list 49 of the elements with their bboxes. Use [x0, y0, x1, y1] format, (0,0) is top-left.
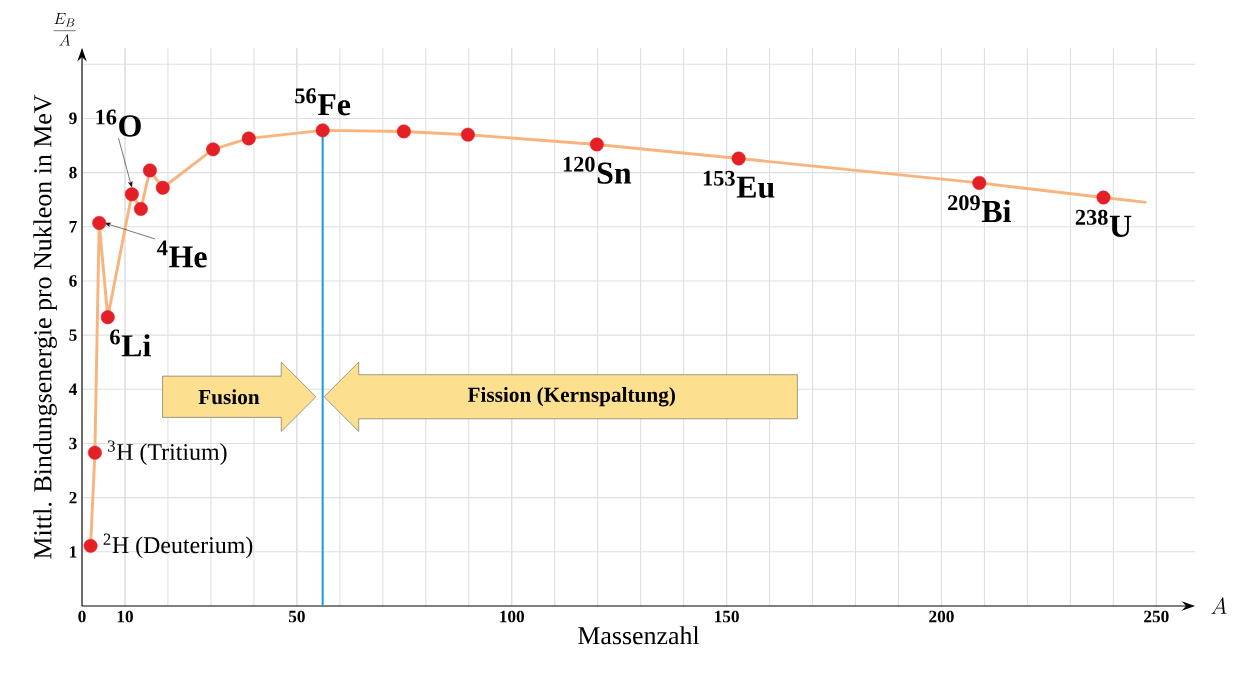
x-tick-label: 10	[117, 610, 133, 623]
x-tick-label: 0	[78, 610, 86, 623]
y-tick-label: 4	[68, 383, 77, 395]
text: $\frac{E_B}{A}$	[53, 13, 76, 46]
y-tick-label: 5	[69, 329, 77, 341]
annotation: Fusion	[198, 389, 260, 405]
point	[142, 163, 157, 178]
point	[92, 216, 107, 230]
annotation: $^{6}$Li	[110, 329, 151, 357]
point	[155, 180, 170, 195]
point	[87, 445, 102, 460]
point	[133, 201, 148, 216]
y-tick-label: 1	[70, 546, 77, 558]
y-tick-label: 6	[69, 275, 77, 287]
annotation: $^{2}$H (Deuterium)	[103, 533, 253, 559]
point	[1096, 190, 1111, 205]
point	[206, 142, 220, 157]
y-axis-title: Mittl. Bindungsenergie pro Nukleon in MeV	[33, 94, 57, 559]
x-axis-title: Massenzahl	[578, 626, 700, 645]
point	[460, 127, 475, 142]
x-tick-label: 50	[288, 610, 305, 623]
annotation: $^{238}$U	[1075, 209, 1132, 237]
point	[396, 124, 411, 139]
point	[124, 187, 139, 202]
y-tick-label: 3	[69, 437, 77, 450]
annotation: Fission (Kernspaltung)	[467, 387, 675, 407]
annotation: $^{56}$Fe	[295, 88, 351, 116]
y-tick-label: 2	[69, 491, 77, 504]
y-tick-label: 9	[69, 112, 77, 125]
point	[731, 151, 746, 166]
point	[241, 131, 256, 146]
x-tick-label: 100	[500, 610, 525, 623]
y-tick-label: 7	[69, 221, 77, 233]
annotation: $^{3}$H (Tritium)	[107, 440, 227, 465]
y-tick-label: 8	[69, 166, 77, 179]
text: $A$	[1211, 597, 1227, 614]
x-tick-label: 150	[715, 610, 739, 623]
annotation: $^{4}$He	[157, 240, 207, 268]
x-tick-label: 250	[1144, 610, 1169, 623]
annotation: $^{209}$Bi	[948, 195, 1011, 223]
x-tick-label: 200	[929, 610, 954, 623]
point	[83, 538, 98, 553]
annotation: $^{16}$O	[96, 109, 141, 137]
annotation: $^{153}$Eu	[703, 170, 775, 198]
point	[972, 175, 987, 190]
point	[315, 123, 330, 138]
point	[100, 310, 115, 325]
point	[589, 137, 604, 152]
annotation: $^{120}$Sn	[563, 156, 632, 184]
